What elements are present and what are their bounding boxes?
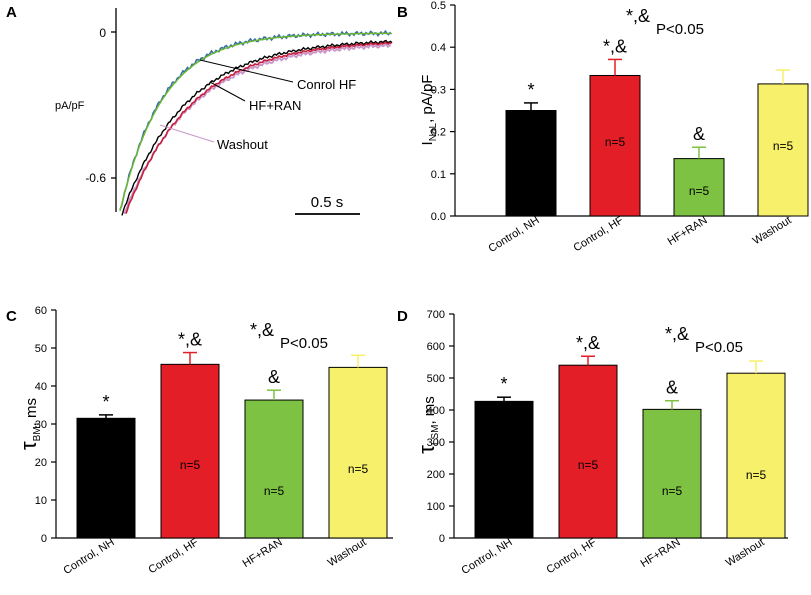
panel-d-n-label: n=20 xyxy=(490,462,517,476)
panel-d-y-tick-label: 100 xyxy=(427,501,445,513)
panel-c-legend-mark: *,& xyxy=(250,320,274,340)
panel-b-legend-mark: *,& xyxy=(626,6,650,26)
panel-d-y-tick-label: 300 xyxy=(427,437,445,449)
panel-c-legend-text: P<0.05 xyxy=(280,335,328,352)
panel-b-bar xyxy=(589,74,641,217)
panel-b-significance-mark: *,& xyxy=(603,36,627,56)
panel-b-letter: B xyxy=(397,4,408,21)
trace-label-hf: Conrol HF xyxy=(297,77,356,92)
panel-b-category-label: HF+RAN xyxy=(666,214,710,248)
panel-d-significance-mark: * xyxy=(500,374,507,394)
panel-b-y-tick-label: 0.2 xyxy=(431,127,446,139)
panel-c-chart: C 0 10 20 30 40 50 60 τBM, ms * n=20 Control, NH *,&… xyxy=(6,305,393,577)
panel-a-traces: A 0 -0.6 pA/pF Conrol HF HF+RAN Washout … xyxy=(6,4,393,216)
panel-b-y-tick-label: 0.4 xyxy=(431,42,446,54)
panel-d-legend-mark: *,& xyxy=(665,324,689,344)
panel-c-y-tick-label: 40 xyxy=(35,381,47,393)
trace-control-nh xyxy=(121,39,393,216)
panel-a-unit-label: pA/pF xyxy=(55,100,85,112)
panel-b-significance-mark: * xyxy=(527,80,534,100)
panel-a-tick-label-top: 0 xyxy=(99,26,106,40)
panel-b-y-tick-label: 0.1 xyxy=(431,169,446,181)
panel-d-bar xyxy=(474,400,534,539)
panel-d-chart: D 0 100 200 300 400 500 600 700 τLSM, ms * n=20 Cont… xyxy=(397,308,788,577)
panel-d-category-label: Control, NH xyxy=(459,536,514,577)
panel-d-y-axis-label: τLSM, ms xyxy=(414,396,441,454)
panel-b-n-label: n=5 xyxy=(605,135,626,149)
panel-d-y-tick-label: 400 xyxy=(427,405,445,417)
panel-b-y-tick-label: 0.5 xyxy=(431,0,446,12)
panel-c-category-label: Washout xyxy=(326,536,369,569)
time-scale-label: 0.5 s xyxy=(311,194,344,211)
trace-washout xyxy=(123,42,391,215)
panel-d-bar xyxy=(642,408,702,539)
label-pointer-washout xyxy=(159,124,215,143)
panel-c-n-label: n=5 xyxy=(348,462,369,476)
panel-b-bar xyxy=(505,110,557,217)
panel-c-category-label: Control, NH xyxy=(61,536,116,577)
panel-a-letter: A xyxy=(6,4,17,21)
panel-c-y-tick-label: 30 xyxy=(35,419,47,431)
panel-d-n-label: n=5 xyxy=(746,468,767,482)
panel-b-y-tick-label: 0.3 xyxy=(431,84,446,96)
panel-c-letter: C xyxy=(6,308,17,325)
panel-d-y-tick-label: 200 xyxy=(427,469,445,481)
panel-c-y-tick-label: 60 xyxy=(35,305,47,317)
panel-b-legend-text: P<0.05 xyxy=(656,21,704,38)
panel-d-category-label: Washout xyxy=(724,536,767,569)
panel-b-category-label: Control, NH xyxy=(486,214,541,255)
panel-b-n-label: n=5 xyxy=(689,184,710,198)
panel-c-category-label: Control, HF xyxy=(147,536,201,576)
panel-c-n-label: n=5 xyxy=(264,484,285,498)
panel-a-tick-label-bottom: -0.6 xyxy=(85,171,106,185)
panel-c-y-axis-label: τBM, ms xyxy=(16,398,43,450)
panel-d-y-tick-label: 500 xyxy=(427,373,445,385)
panel-c-bar xyxy=(244,399,304,539)
panel-d-category-label: Control, HF xyxy=(545,536,599,576)
panel-b-bar xyxy=(673,158,725,217)
panel-c-category-label: HF+RAN xyxy=(241,536,285,570)
trace-label-hf-ran: HF+RAN xyxy=(249,98,301,113)
label-pointer-ran xyxy=(209,81,246,102)
panel-d-y-tick-label: 0 xyxy=(439,533,445,545)
panel-b-n-label: n=23 xyxy=(517,147,544,161)
panel-d-n-label: n=5 xyxy=(662,484,683,498)
panel-d-y-tick-label: 600 xyxy=(427,341,445,353)
trace-fit-curve xyxy=(119,32,392,212)
panel-d-y-tick-label: 700 xyxy=(427,309,445,321)
panel-c-significance-mark: *,& xyxy=(178,330,202,350)
panel-c-y-tick-label: 50 xyxy=(35,343,47,355)
panel-b-significance-mark: & xyxy=(693,124,705,144)
panel-c-y-tick-label: 20 xyxy=(35,457,47,469)
panel-d-letter: D xyxy=(397,308,408,325)
panel-b-category-label: Washout xyxy=(751,214,794,247)
panel-b-n-label: n=5 xyxy=(773,139,794,153)
panel-d-bar xyxy=(558,364,618,539)
panel-d-significance-mark: & xyxy=(666,378,678,398)
panel-b-y-tick-label: 0.0 xyxy=(431,211,446,223)
panel-c-y-tick-label: 0 xyxy=(41,533,47,545)
panel-d-n-label: n=5 xyxy=(578,458,599,472)
panel-c-significance-mark: & xyxy=(268,367,280,387)
trace-hf xyxy=(119,29,393,210)
panel-c-bar xyxy=(328,366,388,539)
trace-label-washout: Washout xyxy=(217,137,268,152)
panel-d-significance-mark: *,& xyxy=(576,333,600,353)
panel-b-chart: B 0.0 0.1 0.2 0.3 0.4 0.5 INaL, pA/pF * n=23 Contr… xyxy=(397,0,809,255)
panel-d-legend-text: P<0.05 xyxy=(695,339,743,356)
panel-d-bar xyxy=(726,372,786,539)
panel-c-significance-mark: * xyxy=(102,392,109,412)
panel-c-n-label: n=5 xyxy=(180,458,201,472)
label-pointer-hf xyxy=(199,59,294,83)
panel-c-y-tick-label: 10 xyxy=(35,495,47,507)
panel-c-bar xyxy=(160,363,220,539)
panel-b-bar xyxy=(757,83,809,217)
panel-c-n-label: n=20 xyxy=(92,470,119,484)
panel-d-category-label: HF+RAN xyxy=(639,536,683,570)
panel-b-y-axis-label: INaL, pA/pF xyxy=(419,75,439,146)
panel-b-category-label: Control, HF xyxy=(572,214,626,254)
